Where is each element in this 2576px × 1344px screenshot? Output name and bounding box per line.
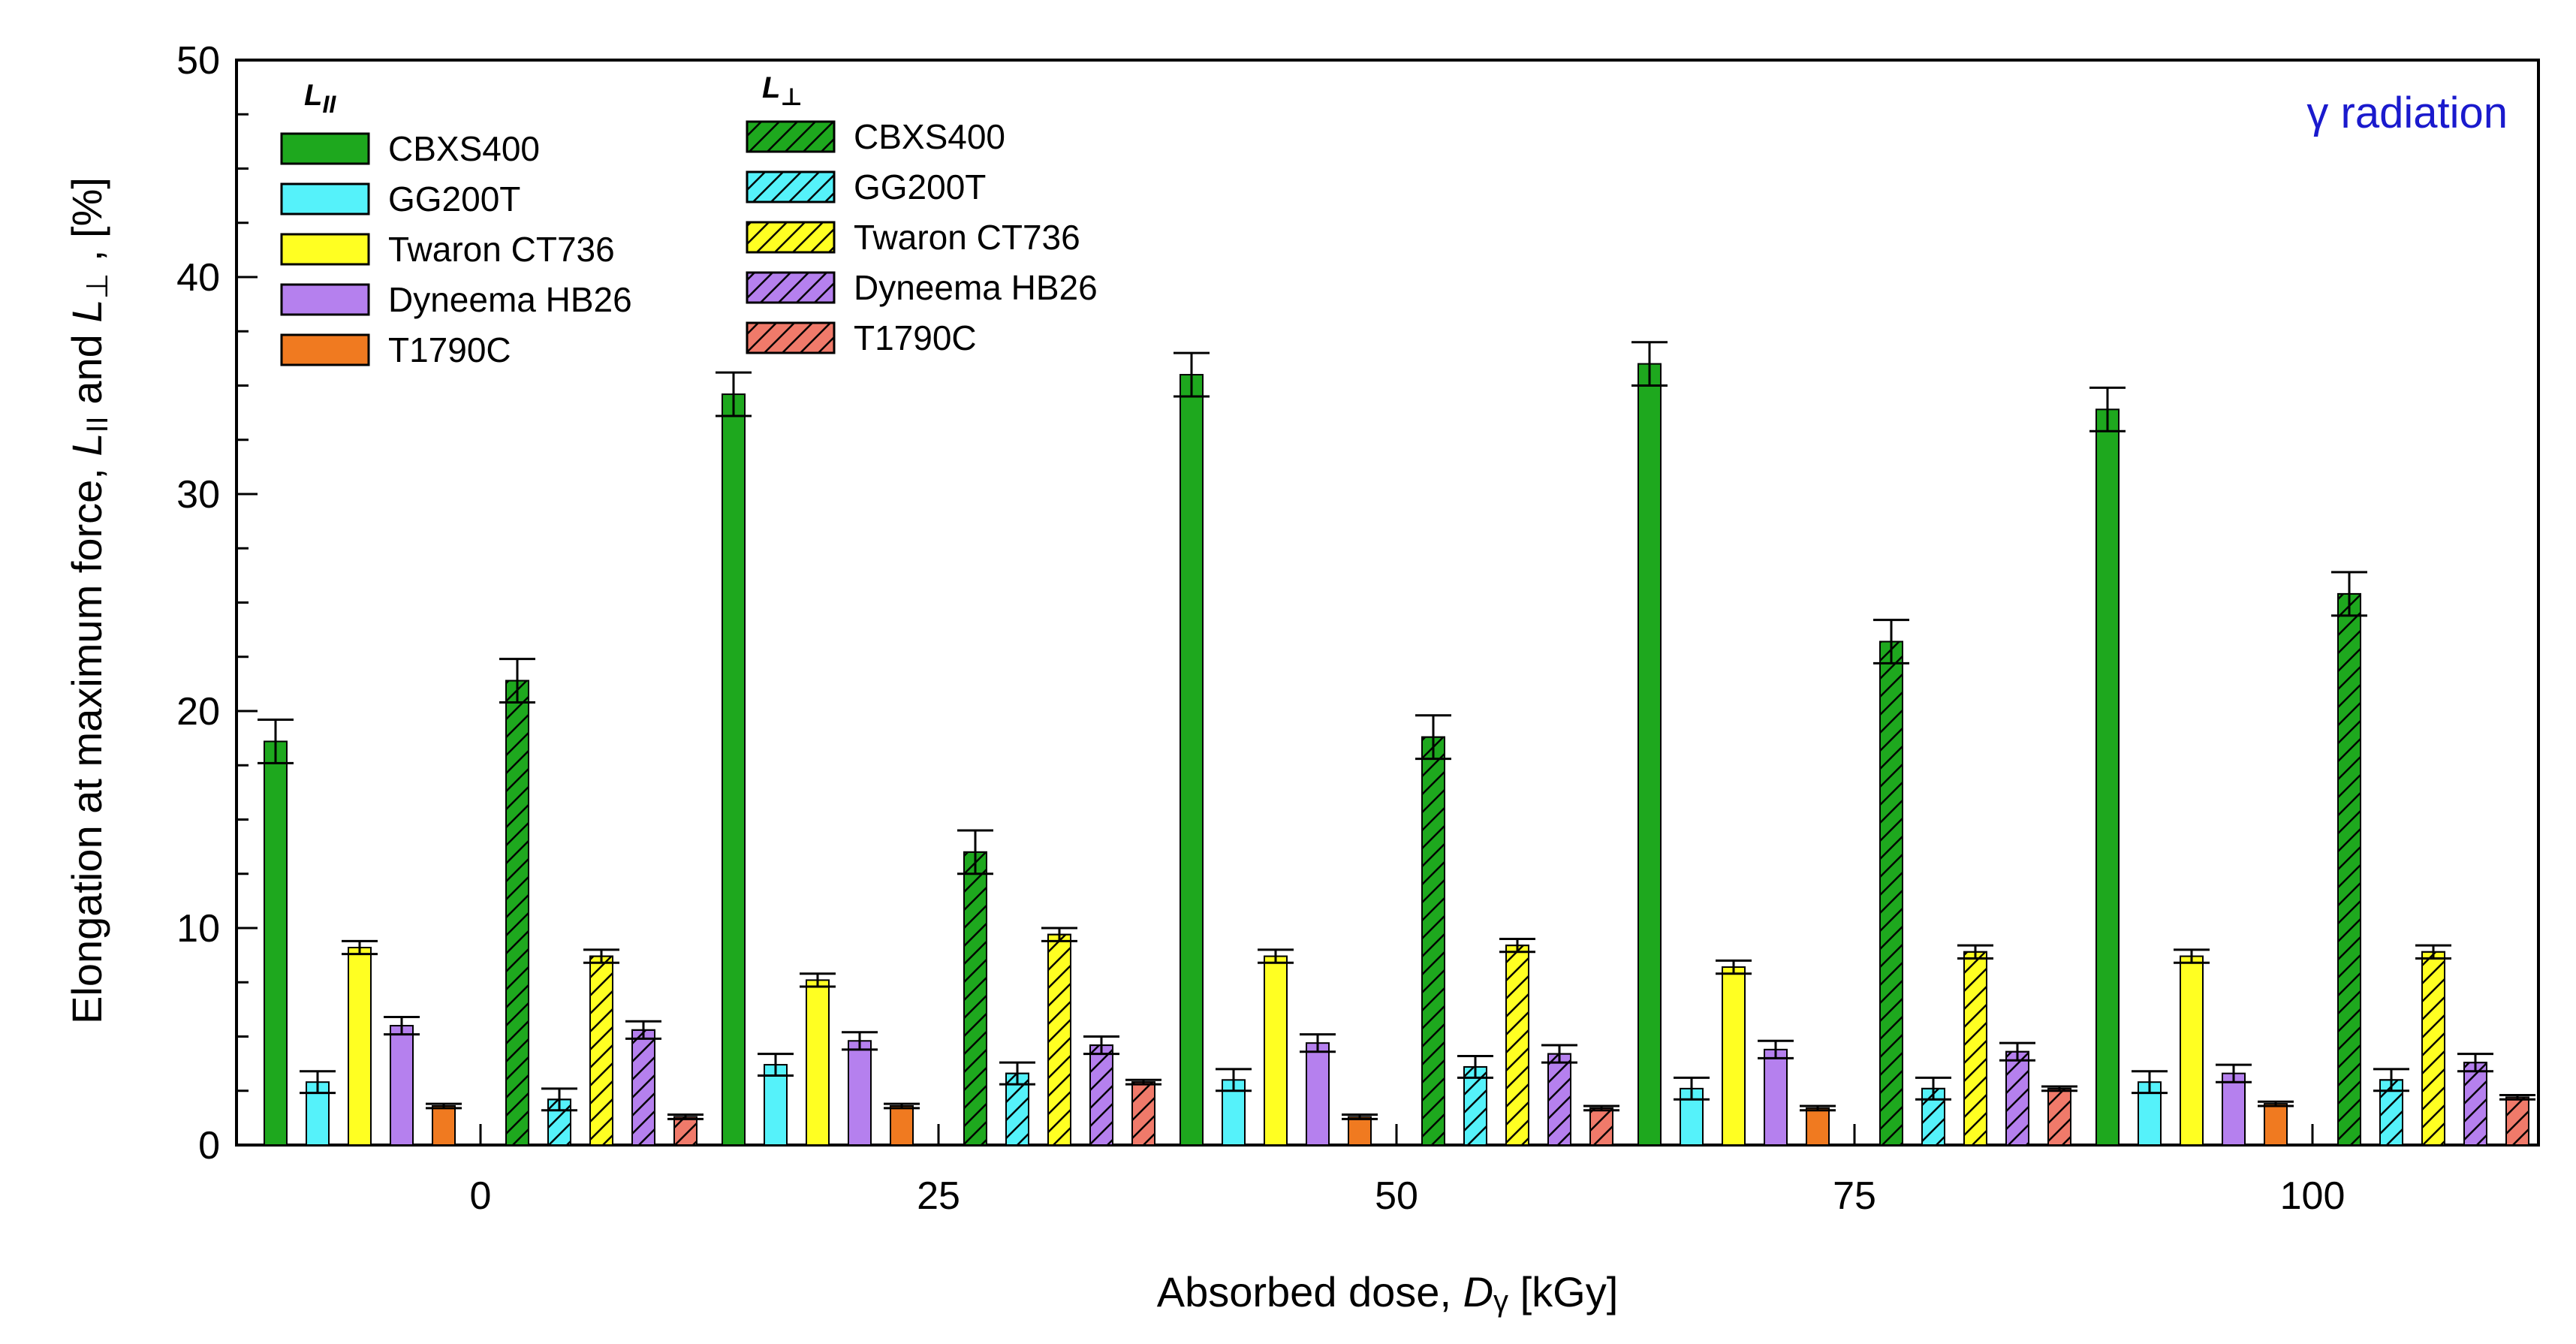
legend-swatch-parallel-t1790c (280, 333, 370, 366)
bar-parallel-t1790c (1348, 1116, 1372, 1147)
bar-parallel-dyneema-hb26 (390, 1025, 414, 1147)
bar-parallel-dyneema-hb26 (1764, 1048, 1788, 1146)
legend-label: GG200T (388, 179, 520, 218)
y-tick-label: 30 (176, 473, 220, 517)
bar-parallel-twaron-ct736 (348, 947, 372, 1146)
x-tick-label: 50 (1375, 1174, 1418, 1218)
legend-label: CBXS400 (854, 117, 1005, 156)
legend-swatch-hatch (746, 271, 836, 304)
legend-swatch-hatch (746, 221, 836, 254)
bar-hatch (2047, 1087, 2071, 1146)
y-tick-label: 50 (176, 39, 220, 83)
y-tick-label: 10 (176, 907, 220, 951)
bar-parallel-cbxs400 (2095, 408, 2120, 1146)
legend: LII L⊥ CBXS400 GG200T Twaron CT736 Dyneema … (280, 71, 1098, 369)
bar-parallel-t1790c (432, 1104, 456, 1146)
bar-parallel-twaron-ct736 (1722, 966, 1746, 1147)
y-tick-label: 20 (176, 690, 220, 734)
bar-hatch (673, 1116, 697, 1147)
x-tick-label: 100 (2280, 1174, 2346, 1218)
bar-parallel-cbxs400 (1637, 363, 1662, 1147)
legend-head-parallel: LII (304, 79, 336, 118)
bar-parallel-t1790c (1806, 1107, 1830, 1146)
bar-hatch (1131, 1081, 1155, 1146)
bar-hatch (505, 680, 529, 1146)
y-tick-label: 40 (176, 256, 220, 300)
bar-hatch (1421, 736, 1445, 1146)
legend-label: Twaron CT736 (854, 218, 1080, 257)
bar-hatch (1589, 1107, 1613, 1146)
bar-hatch (2421, 951, 2445, 1147)
x-tick-label: 25 (917, 1174, 960, 1218)
legend-label: GG200T (854, 167, 986, 206)
bar-hatch (1505, 945, 1529, 1146)
bar-hatch (2337, 592, 2361, 1146)
x-tick-label: 0 (470, 1174, 492, 1218)
legend-label: Dyneema HB26 (854, 268, 1098, 307)
legend-swatch-parallel-twaron-ct736 (280, 233, 370, 266)
bar-parallel-dyneema-hb26 (848, 1040, 872, 1147)
bar-parallel-t1790c (2264, 1103, 2288, 1146)
legend-swatch-hatch (746, 170, 836, 203)
legend-swatch-parallel-cbxs400 (280, 132, 370, 165)
bar-parallel-twaron-ct736 (1264, 955, 1288, 1146)
bar-hatch (1047, 933, 1071, 1147)
legend-swatch-hatch (746, 321, 836, 354)
legend-label: T1790C (854, 318, 977, 357)
bar-hatch (963, 851, 987, 1146)
annotation-text: γ radiation (2306, 89, 2508, 137)
legend-label: CBXS400 (388, 129, 540, 168)
legend-label: Twaron CT736 (388, 230, 615, 269)
x-tick-label: 75 (1833, 1174, 1876, 1218)
legend-head-perpendicular: L⊥ (762, 71, 803, 110)
bar-hatch (2463, 1062, 2487, 1147)
bar-parallel-twaron-ct736 (2180, 955, 2204, 1146)
x-axis-label: Absorbed dose, Dγ [kGy] (1157, 1268, 1619, 1318)
bar-parallel-cbxs400 (722, 393, 746, 1146)
bar-hatch (1963, 951, 1987, 1147)
bar-hatch (2505, 1096, 2529, 1147)
bar-hatch (1089, 1044, 1113, 1147)
legend-swatch-parallel-gg200t (280, 182, 370, 215)
bar-parallel-cbxs400 (1180, 374, 1204, 1146)
bar-hatch (1547, 1053, 1571, 1146)
bar-hatch (2005, 1050, 2029, 1146)
y-tick-label: 0 (198, 1124, 220, 1168)
bar-parallel-twaron-ct736 (806, 979, 830, 1146)
bar-parallel-gg200t (764, 1064, 788, 1146)
y-axis-label: Elongation at maximum force, LII and L⊥ … (63, 177, 114, 1024)
bar-parallel-dyneema-hb26 (2222, 1072, 2246, 1147)
bar-hatch (1879, 640, 1903, 1146)
bar-parallel-t1790c (890, 1104, 914, 1146)
bar-hatch (589, 955, 613, 1146)
bar-parallel-cbxs400 (264, 740, 288, 1146)
bar-parallel-dyneema-hb26 (1306, 1042, 1330, 1147)
legend-swatch-hatch (746, 120, 836, 153)
legend-label: Dyneema HB26 (388, 280, 632, 319)
legend-swatch-parallel-dyneema-hb26 (280, 283, 370, 316)
bar-hatch (631, 1029, 655, 1146)
legend-label: T1790C (388, 330, 511, 369)
